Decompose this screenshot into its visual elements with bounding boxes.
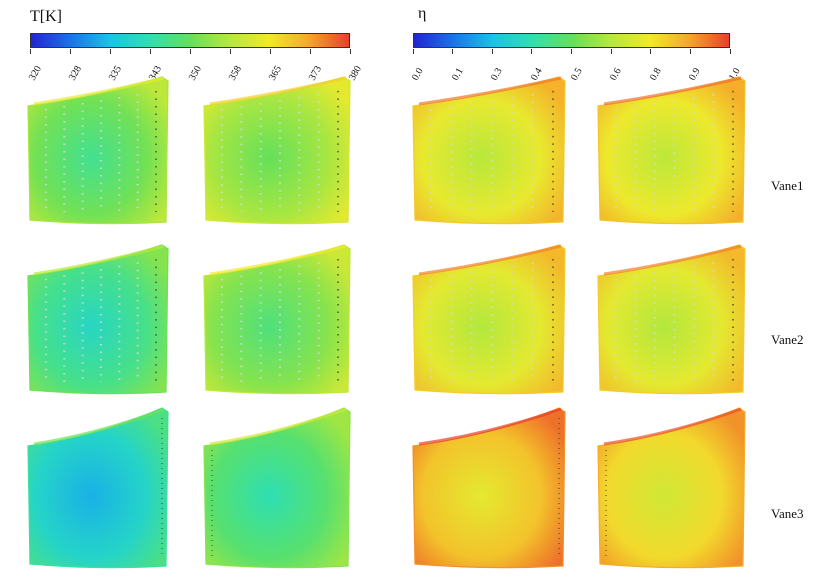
colorbar-tick: [189, 49, 191, 54]
vane-surface: [597, 407, 746, 569]
vane-surface: [27, 407, 169, 569]
row-label-vane3: Vane3: [771, 506, 804, 521]
vane-panel: [203, 76, 351, 225]
vane-top-edge: [209, 244, 347, 276]
vane-surface: [412, 244, 566, 395]
temperature-colorbar: [30, 33, 350, 48]
vane-surface: [597, 76, 746, 225]
colorbar-tick: [149, 49, 151, 54]
colorbar-tick: [491, 49, 493, 54]
colorbar-tick: [229, 49, 231, 54]
colorbar-tick: [531, 49, 533, 54]
vane-panel: [203, 407, 351, 569]
row-label-vane1: Vane1: [771, 178, 804, 193]
row-label-vane2: Vane2: [771, 332, 804, 347]
colorbar-tick: [650, 49, 652, 54]
vane-surface: [27, 76, 169, 225]
vane-top-edge: [33, 76, 165, 106]
vane-panel: [27, 407, 169, 569]
temperature-colorbar-title: T[K]: [30, 8, 62, 25]
vane-panel: [412, 76, 566, 225]
vane-panel: [412, 407, 566, 569]
colorbar-tick: [729, 49, 731, 54]
vane-top-edge: [33, 244, 165, 276]
colorbar-tick: [610, 49, 612, 54]
vane-surface: [412, 76, 566, 225]
vane-surface: [203, 76, 351, 225]
vane-top-edge: [603, 407, 742, 446]
efficiency-colorbar-title: η: [418, 5, 427, 22]
vane-top-edge: [603, 244, 742, 276]
vane-surface: [203, 407, 351, 569]
vane-panel: [27, 244, 169, 395]
colorbar-tick: [309, 49, 311, 54]
colorbar-tick: [69, 49, 71, 54]
colorbar-tick: [689, 49, 691, 54]
vane-panel: [597, 76, 746, 225]
efficiency-colorbar: [413, 33, 730, 48]
colorbar-tick: [349, 49, 351, 54]
vane-panel: [597, 407, 746, 569]
vane-surface: [27, 244, 169, 395]
vane-surface: [412, 407, 566, 569]
vane-top-edge: [33, 407, 165, 446]
vane-panel: [203, 244, 351, 395]
vane-top-edge: [418, 407, 562, 446]
vane-top-edge: [209, 407, 347, 446]
vane-top-edge: [209, 76, 347, 106]
vane-surface: [597, 244, 746, 395]
vane-top-edge: [418, 244, 562, 276]
vane-panel: [597, 244, 746, 395]
colorbar-tick: [452, 49, 454, 54]
colorbar-tick: [571, 49, 572, 54]
vane-panel: [27, 76, 169, 225]
colorbar-tick: [29, 49, 31, 54]
vane-top-edge: [418, 76, 562, 106]
colorbar-tick: [269, 49, 271, 54]
vane-panel: [412, 244, 566, 395]
colorbar-tick: [412, 49, 414, 54]
colorbar-tick: [109, 49, 111, 54]
vane-surface: [203, 244, 351, 395]
vane-top-edge: [603, 76, 742, 106]
